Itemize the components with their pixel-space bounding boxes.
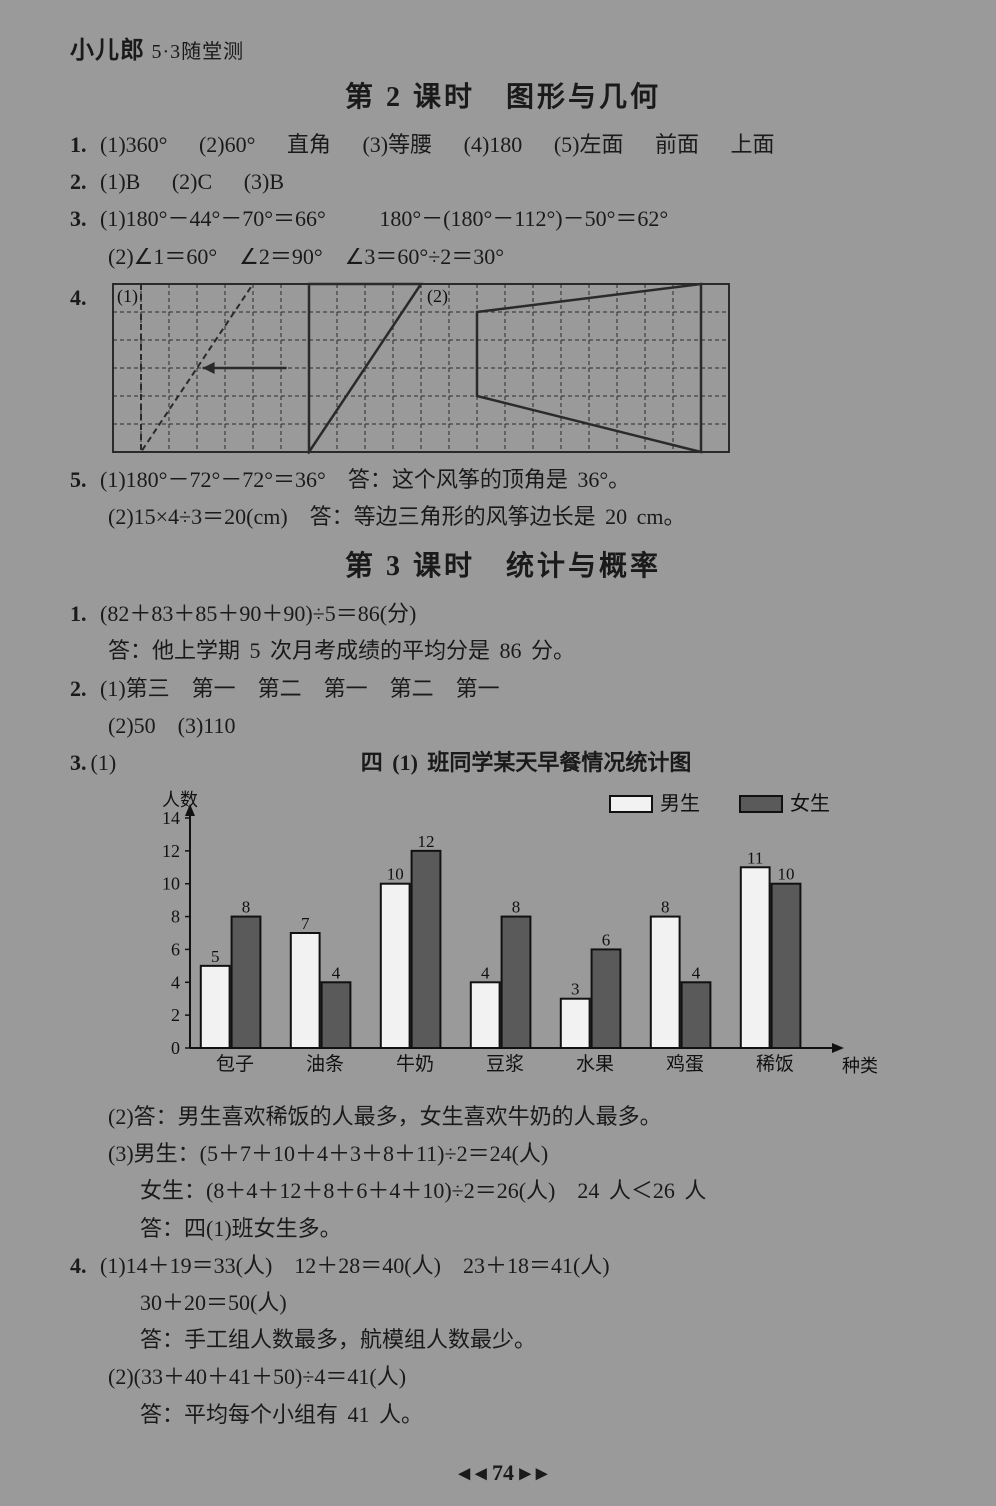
q3-l1b: 180°－(180°－112°)－50°＝62°	[379, 206, 668, 231]
l3q2-t1: (1)第三 第一 第二 第一 第二 第一	[100, 676, 500, 701]
q3-num: 3.	[70, 206, 87, 231]
svg-text:0: 0	[171, 1038, 180, 1058]
svg-text:2: 2	[171, 1005, 180, 1025]
l3q2-l2: (2)50 (3)110	[70, 708, 936, 743]
svg-text:8: 8	[171, 907, 180, 927]
bar-chart: 0 2 4 6 8 10 12 14人数种类 男生 女生 5 8 包子 7 4 油条 10 12 牛奶 4 8 豆浆 3 6 水…	[130, 788, 890, 1093]
l3q3-head: 3. (1) 四 (1) 班同学某天早餐情况统计图	[70, 745, 936, 780]
q5-l2: (2)15×4÷3＝20(cm) 答：等边三角形的风筝边长是 20 cm。	[70, 499, 936, 534]
l3q3-a2: (2)答：男生喜欢稀饭的人最多，女生喜欢牛奶的人最多。	[70, 1099, 936, 1134]
svg-text:人数: 人数	[162, 790, 198, 810]
svg-text:10: 10	[778, 865, 795, 884]
q1-p5: (5)左面	[554, 132, 624, 157]
pagenum-value: 74	[492, 1460, 514, 1485]
svg-text:8: 8	[512, 898, 521, 917]
q5-t1: (1)180°－72°－72°＝36° 答：这个风筝的顶角是 36°。	[100, 467, 630, 492]
q4-grid-figure: (1) (2)	[111, 282, 731, 454]
svg-text:8: 8	[661, 898, 670, 917]
l3q3-a3a: (3)男生：(5＋7＋10＋4＋3＋8＋11)÷2＝24(人)	[70, 1136, 936, 1171]
pagenum-arrow-l: ◂ ◂	[459, 1460, 487, 1485]
svg-text:4: 4	[692, 963, 701, 982]
q1-p3: (3)等腰	[362, 132, 432, 157]
lesson3-title: 第 3 课时 统计与概率	[70, 544, 936, 584]
svg-text:4: 4	[481, 963, 490, 982]
q1-p7: 上面	[731, 132, 775, 157]
q2-num: 2.	[70, 169, 87, 194]
svg-text:11: 11	[747, 848, 763, 867]
q2-p0: (1)B	[100, 169, 140, 194]
l3q4-l2: 30＋20＝50(人)	[70, 1285, 936, 1320]
q2-p2: (3)B	[244, 169, 284, 194]
svg-text:稀饭: 稀饭	[756, 1053, 794, 1075]
l3q4-l5: 答：平均每个小组有 41 人。	[70, 1397, 936, 1432]
q3-line1: 3. (1)180°－44°－70°＝66° 180°－(180°－112°)－…	[70, 201, 936, 236]
q5-num: 5.	[70, 467, 87, 492]
q2-line: 2. (1)B (2)C (3)B	[70, 164, 936, 199]
l3q1-l2: 答：他上学期 5 次月考成绩的平均分是 86 分。	[70, 633, 936, 668]
svg-text:豆浆: 豆浆	[486, 1053, 524, 1075]
svg-text:4: 4	[332, 963, 341, 982]
svg-text:(2): (2)	[427, 286, 448, 307]
svg-text:4: 4	[171, 972, 180, 992]
svg-text:水果: 水果	[576, 1053, 614, 1075]
svg-text:5: 5	[211, 947, 220, 966]
svg-text:12: 12	[162, 841, 180, 861]
l3q4-l4: (2)(33＋40＋41＋50)÷4＝41(人)	[70, 1359, 936, 1394]
l3q3-a3c: 答：四(1)班女生多。	[70, 1211, 936, 1246]
l3q1-t1: (82＋83＋85＋90＋90)÷5＝86(分)	[100, 601, 416, 626]
svg-text:(1): (1)	[117, 286, 138, 307]
l3q4-l3: 答：手工组人数最多，航模组人数最少。	[70, 1322, 936, 1357]
l3q2-num: 2.	[70, 676, 87, 701]
svg-text:包子: 包子	[216, 1053, 254, 1075]
svg-text:12: 12	[418, 832, 435, 851]
page-number: ◂ ◂ 74 ▸ ▸	[70, 1460, 936, 1486]
brand: 小儿郎	[70, 38, 145, 64]
q1-p6: 前面	[655, 132, 699, 157]
l3q4-t1: (1)14＋19＝33(人) 12＋28＝40(人) 23＋18＝41(人)	[100, 1253, 610, 1278]
svg-text:油条: 油条	[306, 1053, 344, 1075]
l3q2-l1: 2. (1)第三 第一 第二 第一 第二 第一	[70, 671, 936, 706]
svg-text:10: 10	[162, 874, 180, 894]
svg-text:鸡蛋: 鸡蛋	[666, 1053, 704, 1075]
svg-text:8: 8	[242, 898, 251, 917]
pagenum-arrow-r: ▸ ▸	[520, 1460, 548, 1485]
q5-l1: 5. (1)180°－72°－72°＝36° 答：这个风筝的顶角是 36°。	[70, 462, 936, 497]
q2-p1: (2)C	[172, 169, 212, 194]
q4-row: 4. (1) (2)	[70, 276, 936, 460]
q1-line: 1. (1)360° (2)60° 直角 (3)等腰 (4)180 (5)左面 …	[70, 127, 936, 162]
svg-text:牛奶: 牛奶	[396, 1053, 434, 1075]
svg-text:女生: 女生	[790, 792, 830, 815]
l3q4-num: 4.	[70, 1253, 87, 1278]
q1-num: 1.	[70, 132, 87, 157]
q4-num: 4.	[70, 276, 87, 315]
l3q3-a3b: 女生：(8＋4＋12＋8＋6＋4＋10)÷2＝26(人) 24 人＜26 人	[70, 1173, 936, 1208]
l3q3-prefix: (1)	[91, 745, 117, 780]
lesson2-title: 第 2 课时 图形与几何	[70, 75, 936, 115]
q1-p0: (1)360°	[100, 132, 167, 157]
svg-text:7: 7	[301, 914, 310, 933]
l3q3-num: 3.	[70, 745, 87, 780]
chart-title: 四 (1) 班同学某天早餐情况统计图	[116, 745, 936, 780]
svg-text:6: 6	[602, 930, 611, 949]
l3q1-l1: 1. (82＋83＋85＋90＋90)÷5＝86(分)	[70, 596, 936, 631]
l3q1-num: 1.	[70, 601, 87, 626]
q1-p4: (4)180	[464, 132, 523, 157]
page-header: 小儿郎 5·3随堂测	[70, 30, 936, 65]
q1-p2: 直角	[287, 132, 331, 157]
svg-text:种类: 种类	[842, 1056, 878, 1076]
svg-text:10: 10	[387, 865, 404, 884]
svg-text:男生: 男生	[660, 792, 700, 815]
q3-l1a: (1)180°－44°－70°＝66°	[100, 206, 326, 231]
svg-text:6: 6	[171, 939, 180, 959]
svg-text:3: 3	[571, 980, 580, 999]
svg-text:14: 14	[162, 808, 180, 828]
q1-p1: (2)60°	[199, 132, 255, 157]
series-label: 5·3随堂测	[152, 41, 245, 63]
q3-line2: (2)∠1＝60° ∠2＝90° ∠3＝60°÷2＝30°	[70, 239, 936, 274]
l3q4-l1: 4. (1)14＋19＝33(人) 12＋28＝40(人) 23＋18＝41(人…	[70, 1248, 936, 1283]
